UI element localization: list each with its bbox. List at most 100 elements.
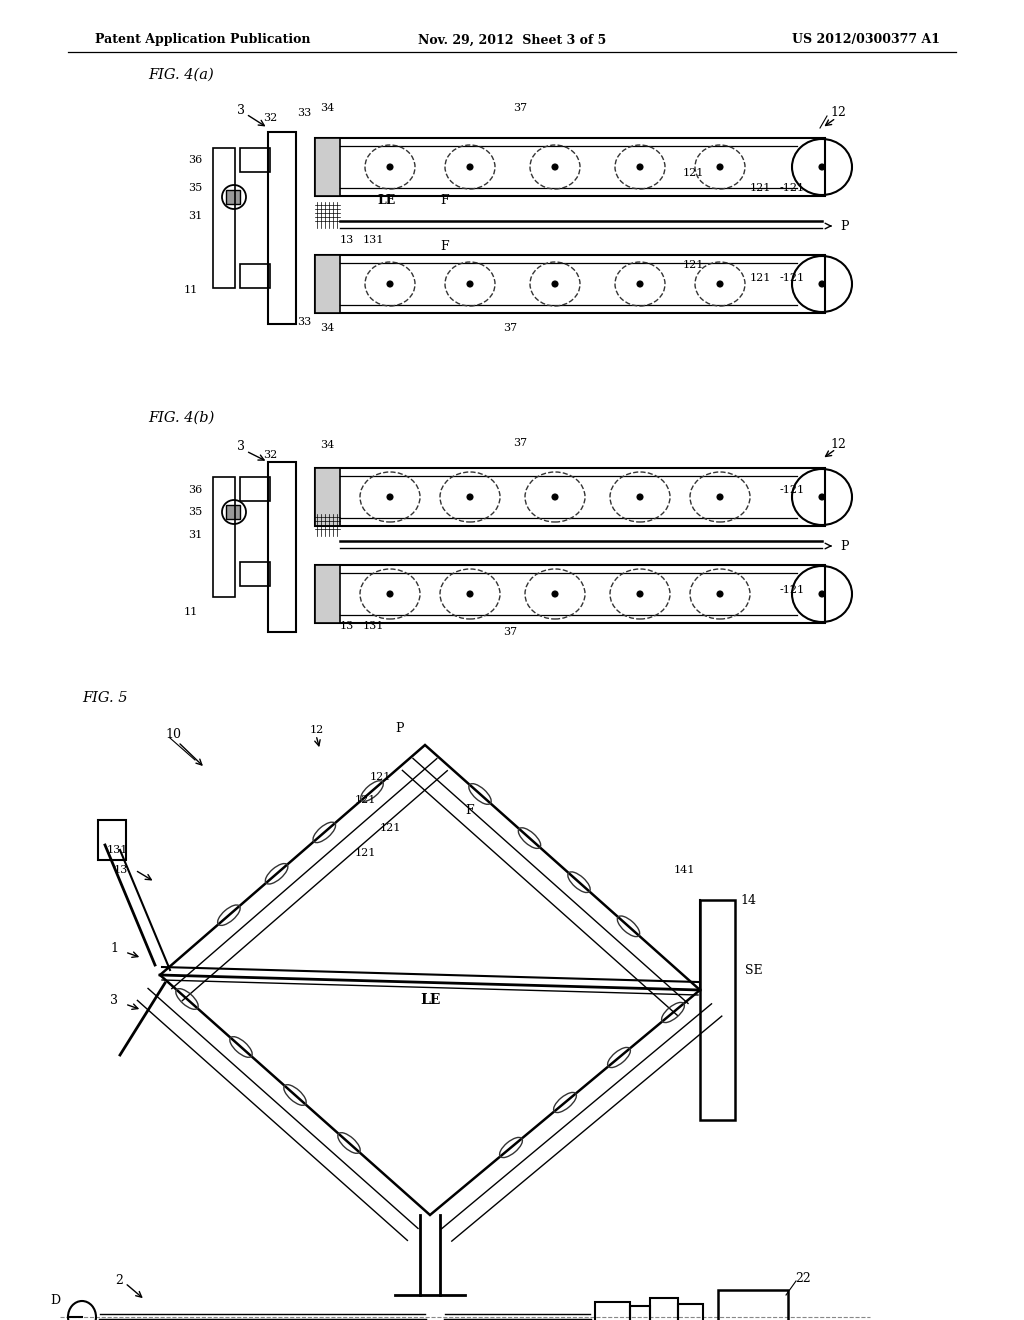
Ellipse shape [467,164,473,170]
Bar [315,139,825,195]
Text: 31: 31 [187,211,202,220]
Text: P: P [395,722,404,734]
Text: 13: 13 [340,235,354,246]
Text: 11: 11 [183,607,198,616]
Text: 121: 121 [370,772,391,781]
Ellipse shape [552,164,558,170]
Bar [700,900,735,1119]
Text: FIG. 4(a): FIG. 4(a) [148,69,214,82]
Text: 121: 121 [750,273,771,282]
Text: 10: 10 [165,729,181,742]
Ellipse shape [637,494,643,500]
Text: FIG. 4(b): FIG. 4(b) [148,411,214,425]
Text: F: F [466,804,474,817]
Bar [595,1302,630,1320]
Text: LE: LE [420,993,440,1007]
Text: 12: 12 [830,438,846,451]
Text: Nov. 29, 2012  Sheet 3 of 5: Nov. 29, 2012 Sheet 3 of 5 [418,33,606,46]
Bar [315,139,340,195]
Text: 131: 131 [106,845,128,855]
Text: 13: 13 [114,865,128,875]
Text: 121: 121 [682,260,703,271]
Text: 131: 131 [362,235,384,246]
Ellipse shape [819,164,825,170]
Text: 3: 3 [237,103,245,116]
Text: FIG. 5: FIG. 5 [82,690,128,705]
Bar [315,565,825,623]
Bar [315,255,825,313]
Text: 37: 37 [513,438,527,447]
Ellipse shape [819,591,825,597]
Bar [315,565,340,623]
Ellipse shape [637,164,643,170]
Bar [226,190,240,205]
Text: 12: 12 [310,725,325,735]
Text: P: P [840,540,849,553]
Text: 35: 35 [187,183,202,193]
Bar [98,820,126,861]
Text: 34: 34 [319,440,334,450]
Text: -121: -121 [780,484,805,495]
Text: 3: 3 [110,994,118,1006]
Text: 121: 121 [682,168,703,178]
Ellipse shape [717,591,723,597]
Text: SE: SE [745,964,763,977]
Text: US 2012/0300377 A1: US 2012/0300377 A1 [792,33,940,46]
Bar [718,1290,788,1320]
Text: 35: 35 [187,507,202,517]
Text: Patent Application Publication: Patent Application Publication [95,33,310,46]
Text: 131: 131 [362,620,384,631]
Ellipse shape [717,494,723,500]
Bar [268,132,296,323]
Text: 121: 121 [354,847,376,858]
Bar [240,148,270,172]
Bar [268,462,296,632]
Bar [213,477,234,597]
Bar [678,1304,703,1320]
Text: 32: 32 [263,450,278,459]
Ellipse shape [387,281,393,286]
Bar [213,148,234,288]
Text: 36: 36 [187,154,202,165]
Ellipse shape [387,494,393,500]
Ellipse shape [819,494,825,500]
Text: P: P [840,219,849,232]
Text: 121: 121 [379,822,400,833]
Ellipse shape [552,281,558,286]
Ellipse shape [717,164,723,170]
Text: F: F [440,194,450,206]
Text: LE: LE [377,194,395,206]
Ellipse shape [467,281,473,286]
Text: 37: 37 [503,323,517,333]
Ellipse shape [717,281,723,286]
Text: 37: 37 [503,627,517,638]
Ellipse shape [552,494,558,500]
Bar [226,506,240,519]
Text: 12: 12 [830,107,846,120]
Text: 22: 22 [795,1271,811,1284]
Text: 32: 32 [263,114,278,123]
Text: -121: -121 [780,273,805,282]
Text: 33: 33 [297,317,311,327]
Text: 31: 31 [187,531,202,540]
Ellipse shape [387,591,393,597]
Bar [315,469,340,525]
Text: -121: -121 [780,183,805,193]
Bar [240,562,270,586]
Text: 121: 121 [750,183,771,193]
Text: D: D [50,1294,60,1307]
Text: 34: 34 [319,103,334,114]
Text: 36: 36 [187,484,202,495]
Ellipse shape [637,591,643,597]
Text: 13: 13 [340,620,354,631]
Text: 33: 33 [297,108,311,117]
Text: 121: 121 [354,795,376,805]
Ellipse shape [552,591,558,597]
Text: 141: 141 [674,865,695,875]
Text: 3: 3 [237,441,245,454]
Ellipse shape [637,281,643,286]
Bar [315,469,825,525]
Text: 34: 34 [319,323,334,333]
Ellipse shape [819,281,825,286]
Text: 2: 2 [115,1274,123,1287]
